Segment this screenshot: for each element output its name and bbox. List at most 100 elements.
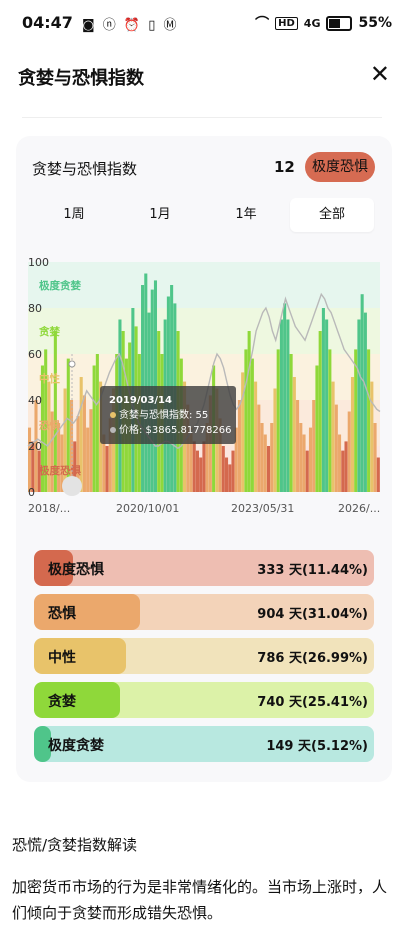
- index-bar: [318, 331, 322, 492]
- y-tick-label: 100: [28, 256, 49, 269]
- index-bar: [373, 423, 377, 492]
- y-tick-label: 40: [28, 394, 42, 407]
- zone-label: 中性: [39, 372, 60, 385]
- hd-badge: HD: [275, 16, 298, 30]
- zone-label: 贪婪: [38, 325, 60, 338]
- index-bar: [370, 381, 374, 492]
- legend-fill-greed: [34, 682, 121, 718]
- index-bar: [228, 464, 232, 492]
- index-bar: [254, 381, 258, 492]
- legend-stat: 786 天(26.99%): [257, 651, 368, 666]
- fear-greed-card: 贪婪与恐惧指数 12 极度恐惧 1周 1月 1年 全部 100 80 60 40 20 0…: [16, 136, 392, 782]
- tab-1w[interactable]: 1周: [63, 207, 85, 222]
- zone-label: 极度恐惧: [39, 464, 81, 477]
- index-bar: [44, 349, 48, 492]
- index-bar: [105, 446, 109, 492]
- x-tick-label: 2026/...: [338, 502, 380, 515]
- index-bar: [195, 450, 199, 492]
- divider: [22, 117, 382, 118]
- index-bar: [344, 441, 348, 492]
- index-bar: [234, 427, 238, 492]
- legend-stat: 149 天(5.12%): [266, 739, 368, 754]
- index-bar: [60, 434, 64, 492]
- legend-label: 极度贪婪: [48, 738, 104, 754]
- index-bar: [221, 446, 225, 492]
- index-bar: [257, 404, 261, 492]
- page-header: 贪婪与恐惧指数 ✕: [0, 56, 408, 96]
- index-bar: [266, 446, 271, 492]
- index-bar: [63, 388, 67, 492]
- index-bar: [289, 354, 293, 492]
- tooltip-date: 2019/03/14: [109, 395, 172, 406]
- section-paragraph: 加密货币市场的行为是非常情绪化的。当市场上涨时，人们倾向于贪婪而形成错失恐惧。: [12, 878, 388, 922]
- tooltip-price: 价格: $3865.81778266: [119, 423, 231, 436]
- index-bar: [260, 423, 264, 492]
- index-bar: [247, 331, 251, 492]
- section-title: 恐慌/贪婪指数解读: [12, 836, 138, 854]
- index-bar: [302, 434, 306, 492]
- legend-stat: 904 天(31.04%): [257, 607, 368, 622]
- index-bar: [73, 441, 77, 492]
- index-bar: [66, 358, 70, 492]
- index-bar: [305, 450, 309, 492]
- index-bar: [53, 331, 57, 492]
- tooltip-index-dot: [110, 412, 116, 418]
- index-bar: [292, 377, 296, 492]
- index-bar: [37, 450, 41, 492]
- legend-fill-neutral: [34, 638, 126, 674]
- tooltip-marker-index: [68, 360, 76, 368]
- index-bar: [354, 349, 358, 492]
- index-bar: [92, 365, 96, 492]
- index-bar: [108, 418, 112, 492]
- index-bar: [86, 427, 90, 492]
- tooltip-index: 贪婪与恐惧指数: 55: [119, 408, 208, 421]
- index-bar: [244, 349, 248, 492]
- index-bar: [350, 377, 355, 492]
- legend-fill-extreme-greed: [34, 726, 52, 762]
- legend-extreme-greed: 极度贪婪 149 天(5.12%): [34, 726, 374, 762]
- index-bar: [315, 365, 319, 492]
- index-bar: [102, 434, 106, 492]
- legend-fear: 恐惧 904 天(31.04%): [34, 594, 374, 630]
- zone-band-extreme-greed: [28, 262, 380, 308]
- index-bar: [331, 381, 335, 492]
- card-title: 贪婪与恐惧指数: [32, 160, 138, 178]
- index-bar: [338, 434, 342, 492]
- index-bar: [57, 423, 61, 492]
- index-bar: [270, 423, 274, 492]
- index-bar: [376, 457, 380, 492]
- tab-all[interactable]: 全部: [290, 198, 374, 232]
- close-icon[interactable]: ✕: [369, 60, 390, 88]
- index-bar: [312, 400, 316, 492]
- status-bar: 04:47 ◙ ⓝ ⏰ ▯ Ⓜ ⌒ HD 4G 55%: [0, 0, 408, 44]
- index-bar: [31, 441, 35, 492]
- signal-icon: 4G: [303, 16, 321, 30]
- index-bar: [50, 411, 54, 492]
- index-bar: [325, 319, 329, 492]
- index-bar: [218, 418, 222, 492]
- index-bar: [341, 450, 345, 492]
- index-bar: [224, 457, 229, 492]
- index-bar: [360, 294, 364, 492]
- x-tick-label: 2018/...: [28, 502, 70, 515]
- tooltip-marker-price: [62, 476, 82, 496]
- index-bar: [279, 319, 283, 492]
- legend-fill-extreme-fear: [34, 550, 73, 586]
- page-title: 贪婪与恐惧指数: [18, 68, 144, 89]
- index-bar: [241, 372, 245, 492]
- tab-1y[interactable]: 1年: [235, 207, 257, 222]
- status-right: ⌒ HD 4G 55%: [255, 13, 392, 33]
- tab-1m[interactable]: 1月: [149, 207, 171, 222]
- index-bar: [186, 404, 190, 492]
- index-bar: [321, 308, 325, 492]
- legend-label: 中性: [48, 650, 76, 666]
- zone-label: 恐惧: [39, 419, 60, 432]
- index-bar: [299, 423, 303, 492]
- index-bar: [47, 381, 51, 492]
- index-bar: [276, 349, 280, 492]
- index-bar: [347, 411, 351, 492]
- index-bar: [89, 409, 93, 492]
- x-tick-label: 2020/10/01: [116, 502, 179, 515]
- index-bar: [237, 400, 241, 492]
